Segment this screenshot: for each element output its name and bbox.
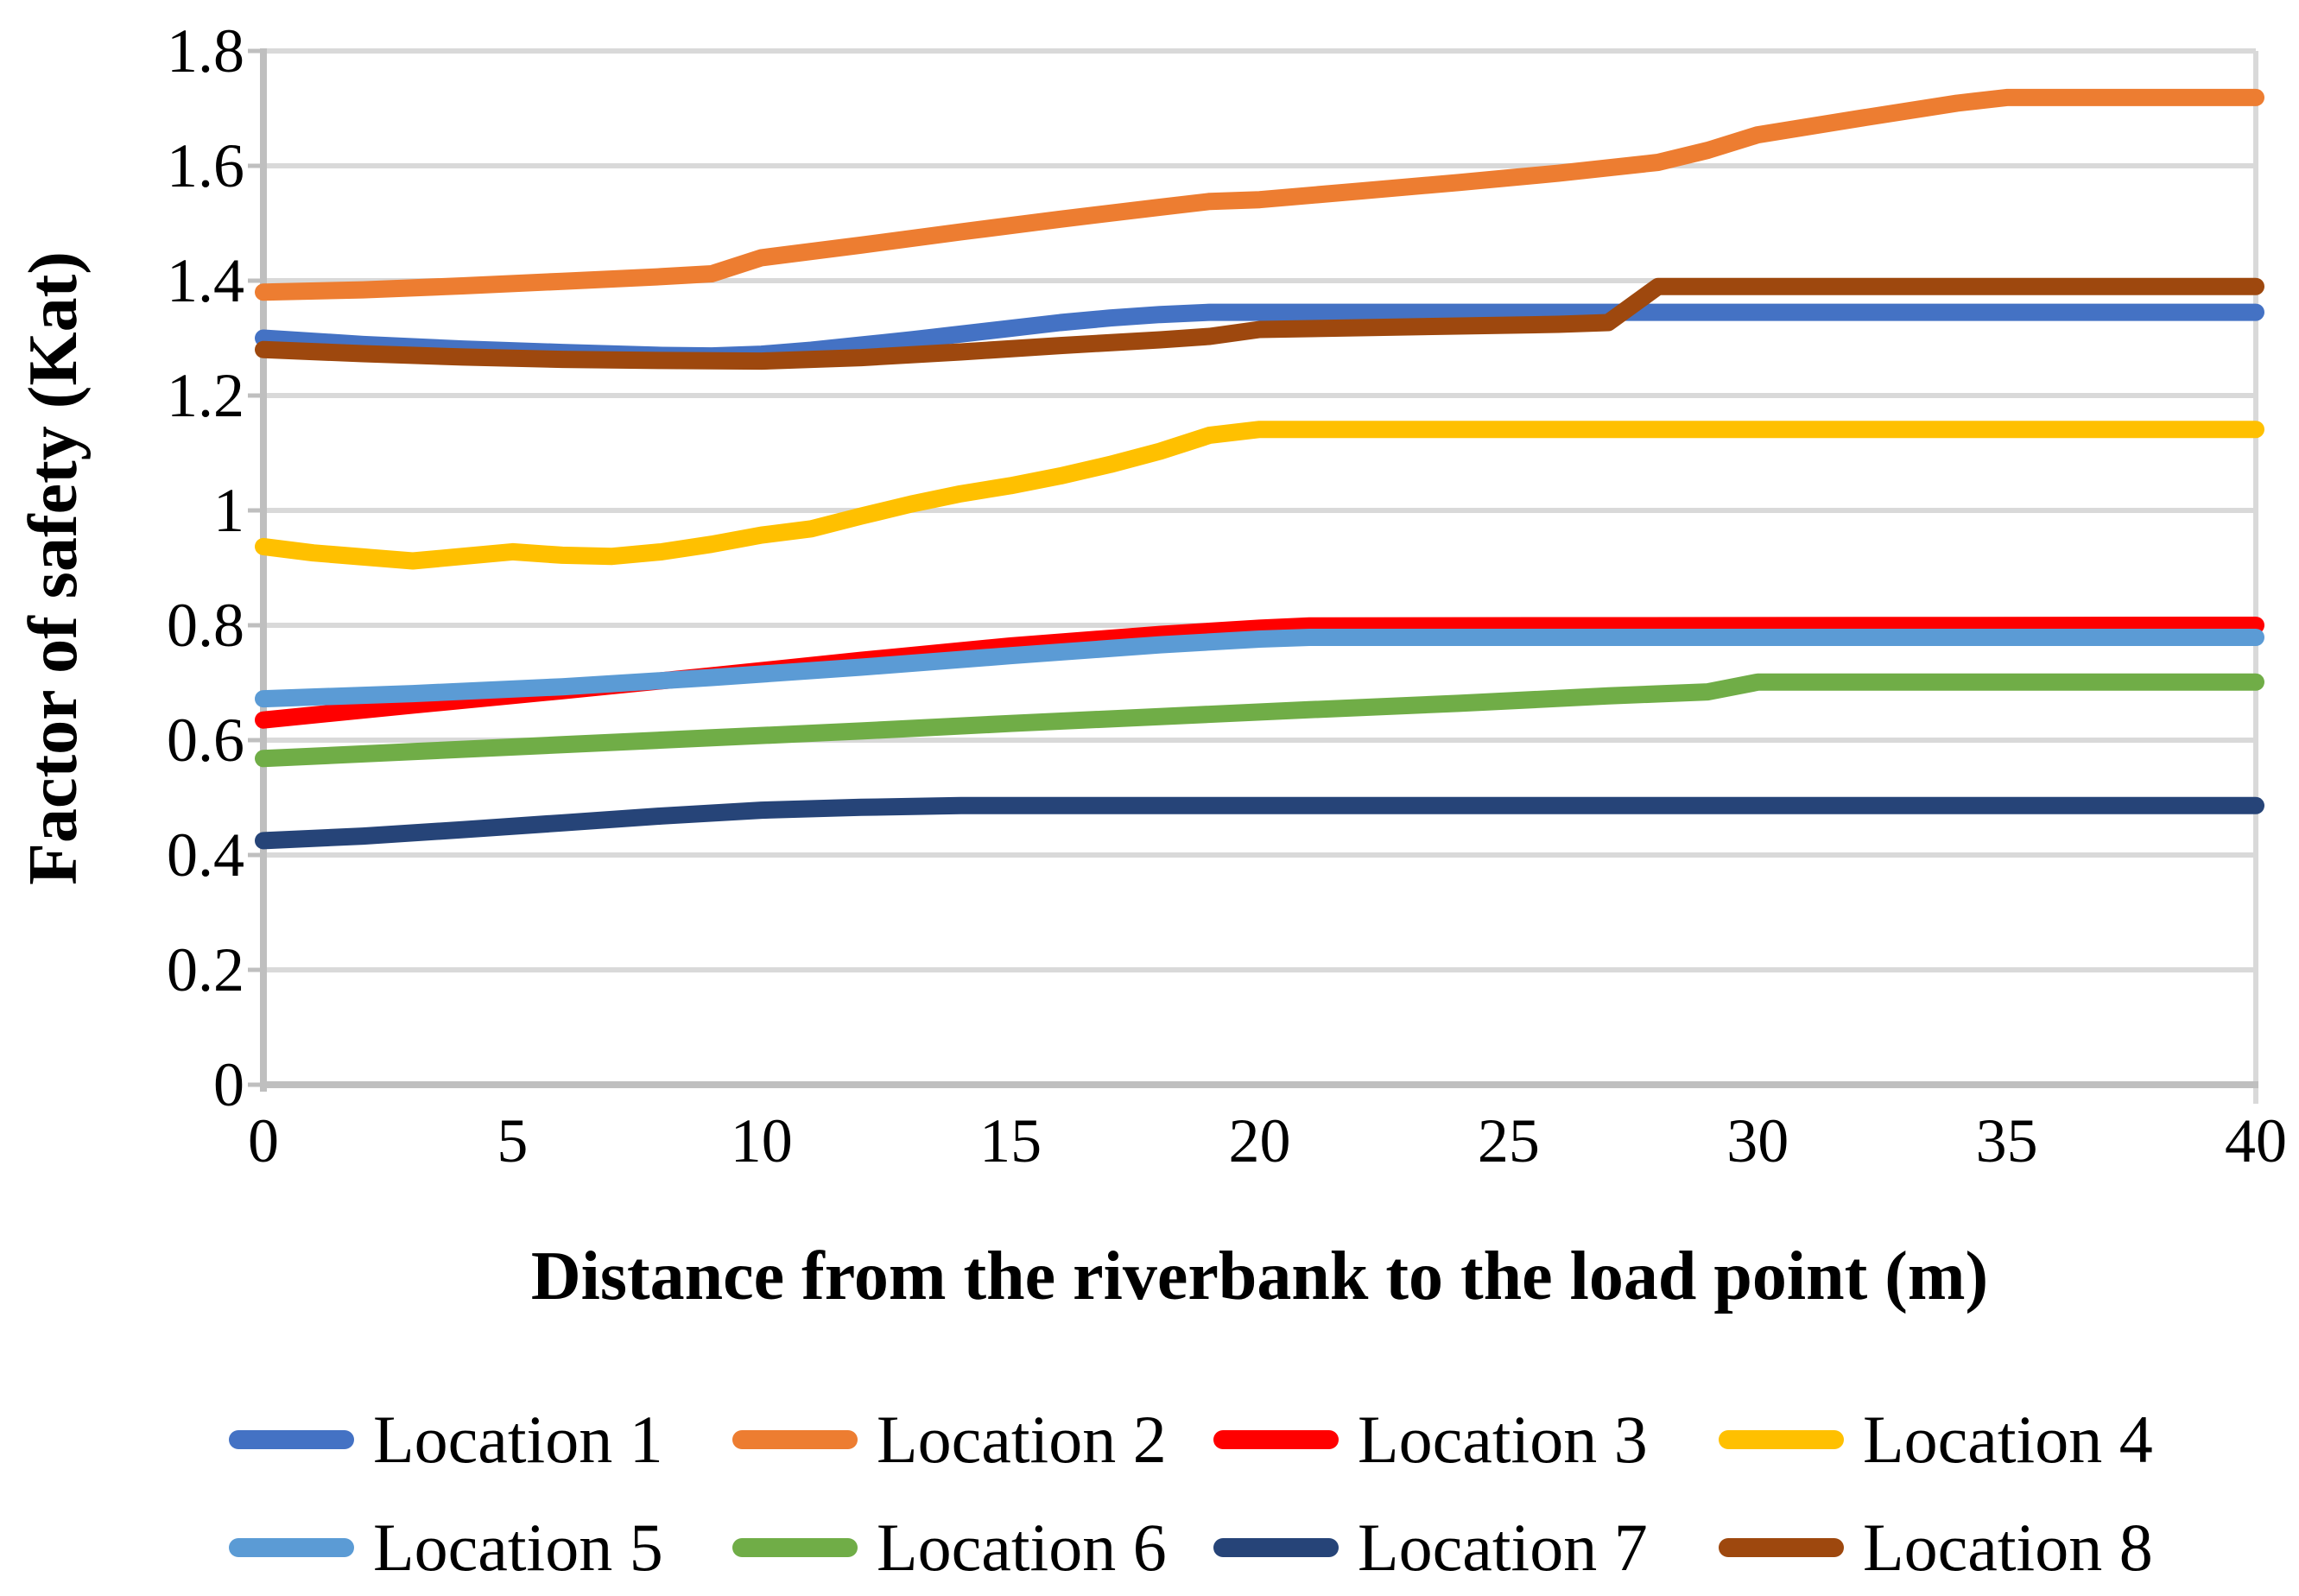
legend-swatch-location-5 xyxy=(229,1538,354,1557)
x-tick-label-15: 15 xyxy=(979,1106,1042,1175)
legend-swatch-location-4 xyxy=(1719,1430,1844,1449)
y-tick-label-1.6: 1.6 xyxy=(167,131,244,200)
y-tick-label-0.2: 0.2 xyxy=(167,935,244,1004)
y-tick-label-0.4: 0.4 xyxy=(167,820,244,890)
legend-swatch-location-2 xyxy=(732,1430,858,1449)
legend-label-location-6: Location 6 xyxy=(877,1510,1167,1585)
series-line-location-8 xyxy=(255,277,2264,370)
y-tick-label-1.2: 1.2 xyxy=(167,361,244,430)
legend-label-location-3: Location 3 xyxy=(1358,1402,1648,1477)
series-line-location-6 xyxy=(255,673,2264,768)
series-line-location-7 xyxy=(255,796,2264,850)
legend-label-location-5: Location 5 xyxy=(373,1510,663,1585)
x-axis-title: Distance from the riverbank to the load … xyxy=(530,1238,1989,1314)
series-line-location-5 xyxy=(255,629,2264,708)
legend-swatch-location-8 xyxy=(1719,1538,1844,1557)
legend-swatch-location-1 xyxy=(229,1430,354,1449)
legend-label-location-8: Location 8 xyxy=(1863,1510,2153,1585)
legend-item-location-4: Location 4 xyxy=(1719,1398,2153,1481)
legend-item-location-3: Location 3 xyxy=(1213,1398,1648,1481)
x-tick-label-20: 20 xyxy=(1228,1106,1291,1175)
x-tick-label-25: 25 xyxy=(1477,1106,1540,1175)
legend-item-location-1: Location 1 xyxy=(229,1398,663,1481)
legend-item-location-5: Location 5 xyxy=(229,1506,663,1589)
legend-label-location-2: Location 2 xyxy=(877,1402,1167,1477)
x-tick-label-10: 10 xyxy=(730,1106,793,1175)
legend-item-location-7: Location 7 xyxy=(1213,1506,1648,1589)
legend-label-location-4: Location 4 xyxy=(1863,1402,2153,1477)
y-tick-label-0: 0 xyxy=(213,1050,244,1119)
legend-swatch-location-6 xyxy=(732,1538,858,1557)
x-tick-label-0: 0 xyxy=(248,1106,279,1175)
legend-item-location-8: Location 8 xyxy=(1719,1506,2153,1589)
legend-swatch-location-3 xyxy=(1213,1430,1339,1449)
x-tick-label-35: 35 xyxy=(1975,1106,2038,1175)
legend-label-location-7: Location 7 xyxy=(1358,1510,1648,1585)
legend-swatch-location-7 xyxy=(1213,1538,1339,1557)
legend-label-location-1: Location 1 xyxy=(373,1402,663,1477)
y-tick-label-1.8: 1.8 xyxy=(167,16,244,86)
x-tick-label-5: 5 xyxy=(497,1106,529,1175)
y-tick-label-0.8: 0.8 xyxy=(167,591,244,660)
legend-item-location-2: Location 2 xyxy=(732,1398,1167,1481)
x-tick-label-40: 40 xyxy=(2225,1106,2287,1175)
legend-item-location-6: Location 6 xyxy=(732,1506,1167,1589)
y-tick-label-1: 1 xyxy=(213,476,244,545)
series-line-location-4 xyxy=(255,421,2264,570)
series-line-location-2 xyxy=(255,88,2264,301)
y-tick-label-1.4: 1.4 xyxy=(167,246,244,315)
y-tick-label-0.6: 0.6 xyxy=(167,706,244,775)
x-tick-label-30: 30 xyxy=(1726,1106,1789,1175)
